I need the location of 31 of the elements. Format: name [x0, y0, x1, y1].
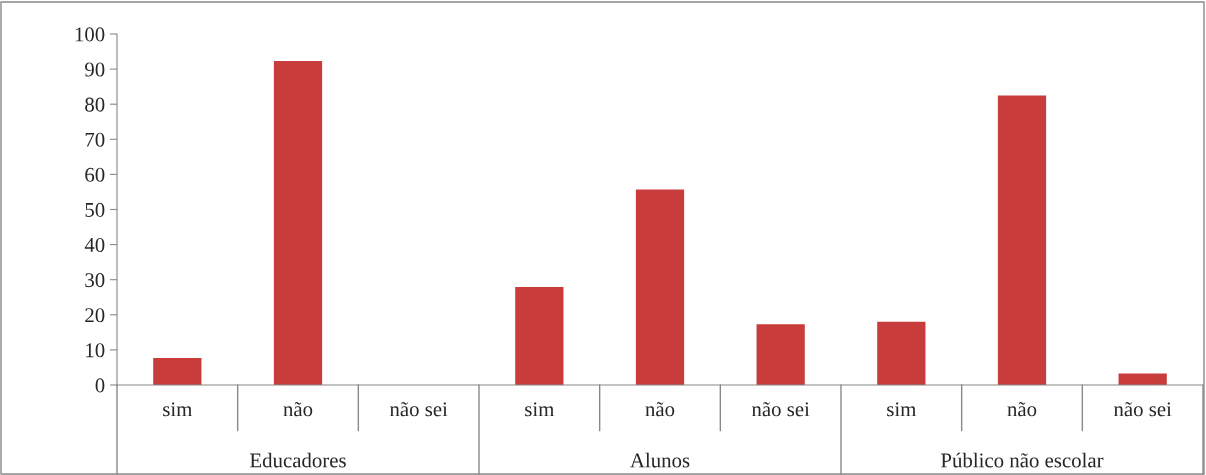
x-tick-label: não sei [389, 402, 448, 417]
y-tick-label: 10 [86, 343, 105, 358]
bar [877, 321, 926, 385]
bar [273, 61, 323, 385]
bar [515, 287, 564, 385]
y-tick-label: 40 [84, 237, 105, 253]
x-tick-label: sim [525, 402, 555, 417]
x-tick-label: não sei [1113, 402, 1172, 417]
y-tick-label: 50 [85, 202, 105, 217]
bar [756, 324, 805, 385]
y-tick-label: 100 [75, 27, 105, 42]
y-tick-label: 90 [85, 62, 105, 77]
bar [1118, 373, 1167, 385]
y-tick-label: 30 [85, 273, 105, 288]
x-tick-label: sim [163, 402, 193, 417]
x-tick-label: sim [887, 402, 917, 417]
bar [635, 189, 685, 385]
x-tick-label: não [1007, 402, 1037, 417]
y-tick-label: 60 [85, 167, 105, 182]
bar [997, 95, 1047, 385]
text: Alunos [630, 452, 690, 468]
y-tick-label: 80 [85, 97, 105, 112]
text: Educadores [250, 452, 346, 468]
x-tick-label: não sei [751, 402, 810, 417]
x-tick-label: não [283, 402, 313, 417]
text: Público não escolar [941, 452, 1104, 468]
y-tick-label: 0 [95, 378, 105, 393]
x-tick-label: não [645, 402, 675, 417]
bar [153, 357, 202, 385]
y-tick-label: 70 [85, 132, 105, 147]
y-tick-label: 20 [85, 308, 105, 323]
